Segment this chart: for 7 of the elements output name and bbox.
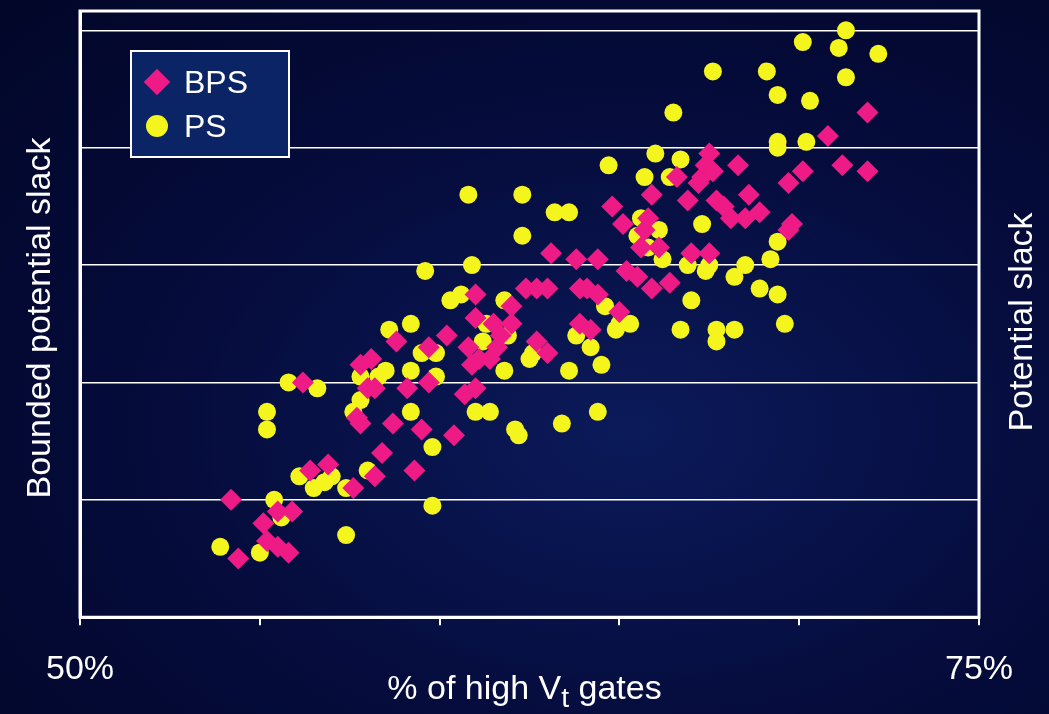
y2-axis-title: Potential slack <box>1001 212 1039 432</box>
x-axis-title: % of high V$_{t}$ gates <box>387 668 662 713</box>
x-tick-label: 50% <box>45 647 115 686</box>
x-tick-label: 75% <box>944 647 1014 686</box>
y-axis-title: Bounded potential slack <box>19 137 57 499</box>
legend-label: PS <box>184 107 227 145</box>
legend-label: BPS <box>184 63 249 101</box>
